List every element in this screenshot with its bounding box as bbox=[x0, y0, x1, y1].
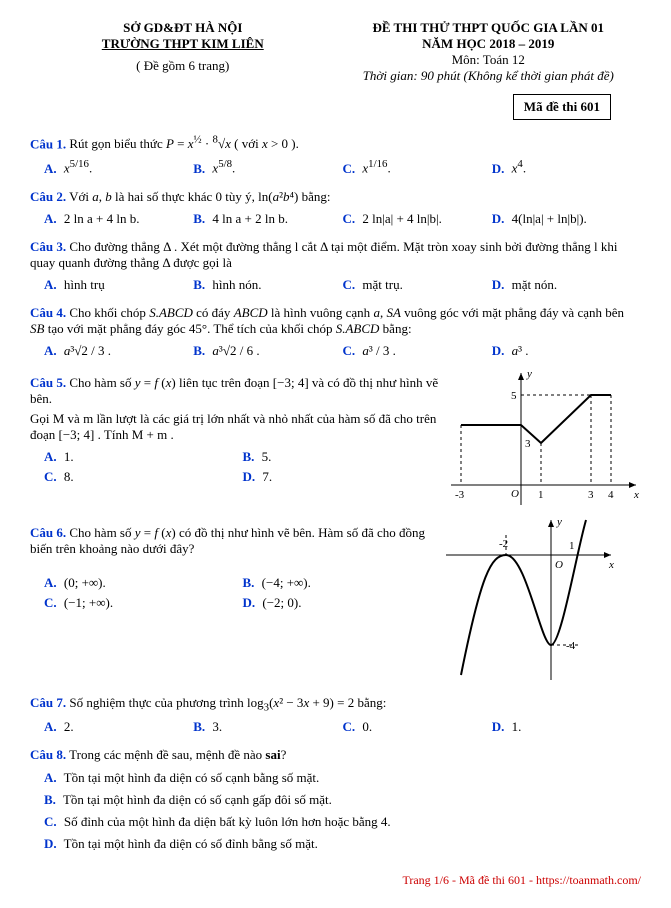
q2-opt-d: D. 4(ln|a| + ln|b|). bbox=[492, 209, 641, 229]
q8-number: Câu 8. bbox=[30, 747, 66, 762]
q7-opt-a: A. 2. bbox=[44, 717, 193, 737]
dept: SỞ GD&ĐT HÀ NỘI bbox=[30, 20, 336, 36]
q8-text: Trong các mệnh đề sau, mệnh đề nào sai? bbox=[69, 747, 286, 762]
q6-opt-c: C. (−1; +∞). bbox=[44, 593, 243, 613]
q8-options: A. Tồn tại một hình đa diện có số cạnh b… bbox=[44, 767, 641, 855]
q4-number: Câu 4. bbox=[30, 305, 66, 320]
q4-opt-a: A. a³√2 / 3 . bbox=[44, 341, 193, 361]
question-2: Câu 2. Với a, b là hai số thực khác 0 tù… bbox=[30, 189, 641, 205]
q3-options: A. hình trụ B. hình nón. C. mặt trụ. D. … bbox=[44, 275, 641, 295]
svg-text:O: O bbox=[511, 488, 519, 500]
school: TRƯỜNG THPT KIM LIÊN bbox=[30, 36, 336, 52]
page-footer: Trang 1/6 - Mã đề thi 601 - https://toan… bbox=[30, 873, 641, 888]
question-4: Câu 4. Cho khối chóp S.ABCD có đáy ABCD … bbox=[30, 305, 641, 337]
q3-opt-a: A. hình trụ bbox=[44, 275, 193, 295]
q7-text: Số nghiệm thực của phương trình log3(x² … bbox=[69, 695, 386, 710]
svg-text:1: 1 bbox=[569, 540, 575, 552]
q5-opt-b: B. 5. bbox=[243, 447, 442, 467]
q8-opt-c: C. Số đỉnh của một hình đa diện bất kỳ l… bbox=[44, 811, 641, 833]
svg-text:3: 3 bbox=[588, 489, 594, 501]
q5-opt-c: C. 8. bbox=[44, 467, 243, 487]
q1-options: A. x5/16. B. x5/8. C. x1/16. D. x4. bbox=[44, 156, 641, 178]
q7-opt-c: C. 0. bbox=[343, 717, 492, 737]
question-6: Câu 6. Cho hàm số y = f (x) có đồ thị nh… bbox=[30, 525, 441, 557]
subject: Môn: Toán 12 bbox=[336, 52, 642, 68]
q5-graph: x y O -3 1 3 4 3 5 bbox=[441, 365, 641, 515]
q6-options: A. (0; +∞). B. (−4; +∞). C. (−1; +∞). D.… bbox=[44, 573, 441, 613]
q5-number: Câu 5. bbox=[30, 375, 66, 390]
svg-text:x: x bbox=[633, 489, 639, 501]
exam-code-row: Mã đề thi 601 bbox=[30, 88, 611, 120]
q5-text1: Cho hàm số y = f (x) liên tục trên đoạn … bbox=[30, 375, 438, 406]
q7-opt-d: D. 1. bbox=[492, 717, 641, 737]
q5-opt-d: D. 7. bbox=[243, 467, 442, 487]
question-8: Câu 8. Trong các mệnh đề sau, mệnh đề nà… bbox=[30, 747, 641, 763]
q4-opt-b: B. a³√2 / 6 . bbox=[193, 341, 342, 361]
q6-text: Cho hàm số y = f (x) có đồ thị như hình … bbox=[30, 525, 425, 556]
q3-number: Câu 3. bbox=[30, 239, 66, 254]
svg-text:y: y bbox=[526, 368, 532, 380]
q3-opt-b: B. hình nón. bbox=[193, 275, 342, 295]
q4-options: A. a³√2 / 3 . B. a³√2 / 6 . C. a³ / 3 . … bbox=[44, 341, 641, 361]
question-5: Câu 5. Cho hàm số y = f (x) liên tục trê… bbox=[30, 375, 441, 407]
q2-opt-c: C. 2 ln|a| + 4 ln|b|. bbox=[343, 209, 492, 229]
q8-opt-a: A. Tồn tại một hình đa diện có số cạnh b… bbox=[44, 767, 641, 789]
q6-opt-d: D. (−2; 0). bbox=[243, 593, 442, 613]
exam-header: SỞ GD&ĐT HÀ NỘI TRƯỜNG THPT KIM LIÊN ( Đ… bbox=[30, 20, 641, 84]
q1-opt-b: B. x5/8. bbox=[193, 156, 342, 178]
q8-opt-d: D. Tồn tại một hình đa diện có số đỉnh b… bbox=[44, 833, 641, 855]
q6-graph: x y O -2 1 -4 bbox=[441, 515, 641, 685]
q1-opt-d: D. x4. bbox=[492, 156, 641, 178]
svg-text:-4: -4 bbox=[566, 640, 576, 652]
svg-text:3: 3 bbox=[525, 438, 531, 450]
q2-opt-b: B. 4 ln a + 2 ln b. bbox=[193, 209, 342, 229]
q6-opt-a: A. (0; +∞). bbox=[44, 573, 243, 593]
svg-text:-3: -3 bbox=[455, 489, 465, 501]
q3-text: Cho đường thẳng Δ . Xét một đường thẳng … bbox=[30, 239, 618, 270]
q2-number: Câu 2. bbox=[30, 189, 66, 204]
svg-text:x: x bbox=[608, 559, 614, 571]
q4-opt-d: D. a³ . bbox=[492, 341, 641, 361]
q3-opt-c: C. mặt trụ. bbox=[343, 275, 492, 295]
duration: Thời gian: 90 phút (Không kể thời gian p… bbox=[336, 68, 642, 84]
exam-title: ĐỀ THI THỬ THPT QUỐC GIA LẦN 01 bbox=[336, 20, 642, 36]
svg-text:-2: -2 bbox=[499, 538, 508, 550]
q1-text: Rút gọn biểu thức P = x½ · 8√x ( với x >… bbox=[69, 136, 299, 151]
q2-options: A. 2 ln a + 4 ln b. B. 4 ln a + 2 ln b. … bbox=[44, 209, 641, 229]
q7-number: Câu 7. bbox=[30, 695, 66, 710]
svg-text:5: 5 bbox=[511, 390, 517, 402]
q6-opt-b: B. (−4; +∞). bbox=[243, 573, 442, 593]
q6-number: Câu 6. bbox=[30, 525, 66, 540]
q5-opt-a: A. 1. bbox=[44, 447, 243, 467]
year: NĂM HỌC 2018 – 2019 bbox=[336, 36, 642, 52]
q7-opt-b: B. 3. bbox=[193, 717, 342, 737]
q8-opt-b: B. Tồn tại một hình đa diện có số cạnh g… bbox=[44, 789, 641, 811]
q1-opt-c: C. x1/16. bbox=[343, 156, 492, 178]
exam-code: Mã đề thi 601 bbox=[513, 94, 611, 120]
q4-opt-c: C. a³ / 3 . bbox=[343, 341, 492, 361]
q3-opt-d: D. mặt nón. bbox=[492, 275, 641, 295]
page-count: ( Đề gồm 6 trang) bbox=[30, 58, 336, 74]
question-7: Câu 7. Số nghiệm thực của phương trình l… bbox=[30, 695, 641, 714]
q1-opt-a: A. x5/16. bbox=[44, 156, 193, 178]
svg-text:y: y bbox=[556, 516, 562, 528]
q1-number: Câu 1. bbox=[30, 136, 66, 151]
q4-text: Cho khối chóp S.ABCD có đáy ABCD là hình… bbox=[30, 305, 624, 336]
svg-text:O: O bbox=[555, 559, 563, 571]
svg-text:4: 4 bbox=[608, 489, 614, 501]
svg-text:1: 1 bbox=[538, 489, 544, 501]
q2-opt-a: A. 2 ln a + 4 ln b. bbox=[44, 209, 193, 229]
q2-text: Với a, b là hai số thực khác 0 tùy ý, ln… bbox=[69, 189, 330, 204]
q5-text2: Gọi M và m lần lượt là các giá trị lớn n… bbox=[30, 411, 441, 443]
question-1: Câu 1. Rút gọn biểu thức P = x½ · 8√x ( … bbox=[30, 134, 641, 152]
q7-options: A. 2. B. 3. C. 0. D. 1. bbox=[44, 717, 641, 737]
question-3: Câu 3. Cho đường thẳng Δ . Xét một đường… bbox=[30, 239, 641, 271]
q5-options: A. 1. B. 5. C. 8. D. 7. bbox=[44, 447, 441, 487]
